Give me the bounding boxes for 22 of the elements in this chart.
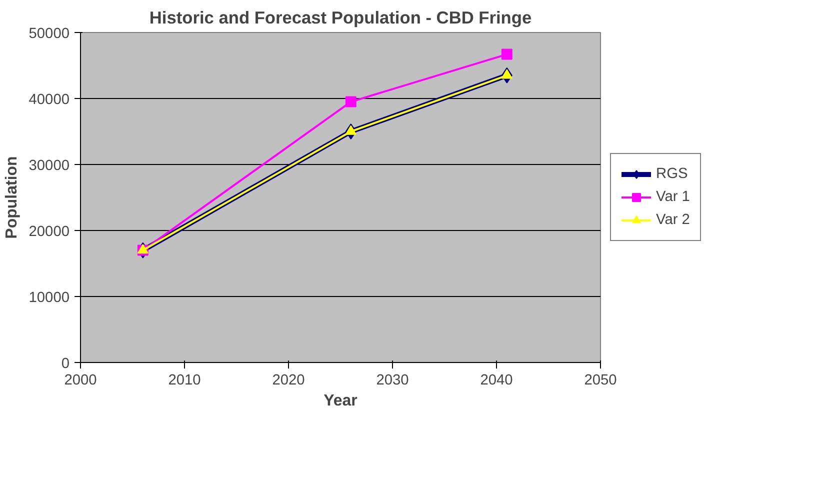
- y-tick-label: 50000: [28, 26, 70, 42]
- x-tick-label: 2040: [480, 372, 513, 388]
- point: [501, 48, 512, 60]
- y-tick-label: 20000: [28, 224, 70, 240]
- y-tick-label: 30000: [28, 158, 70, 174]
- point: [501, 69, 512, 79]
- point: [345, 96, 356, 108]
- x-tick-label: 2000: [64, 372, 97, 388]
- x-tick-label: 2010: [168, 372, 201, 388]
- y-tick-label: 40000: [28, 92, 70, 108]
- y-tick-label: 10000: [28, 290, 70, 306]
- x-tick-label: 2030: [376, 372, 409, 388]
- legend-label: RGS: [656, 166, 688, 182]
- y-tick-label: 0: [61, 356, 70, 372]
- x-tick-label: 2020: [272, 372, 305, 388]
- point: [345, 125, 356, 135]
- legend-label: Var 2: [656, 212, 690, 228]
- x-axis-title: Year: [324, 392, 358, 410]
- chart-title: Historic and Forecast Population - CBD Fringe: [149, 8, 532, 28]
- x-tick-label: 2050: [584, 372, 617, 388]
- y-axis-title: Population: [4, 156, 21, 239]
- legend-label: Var 1: [656, 189, 690, 205]
